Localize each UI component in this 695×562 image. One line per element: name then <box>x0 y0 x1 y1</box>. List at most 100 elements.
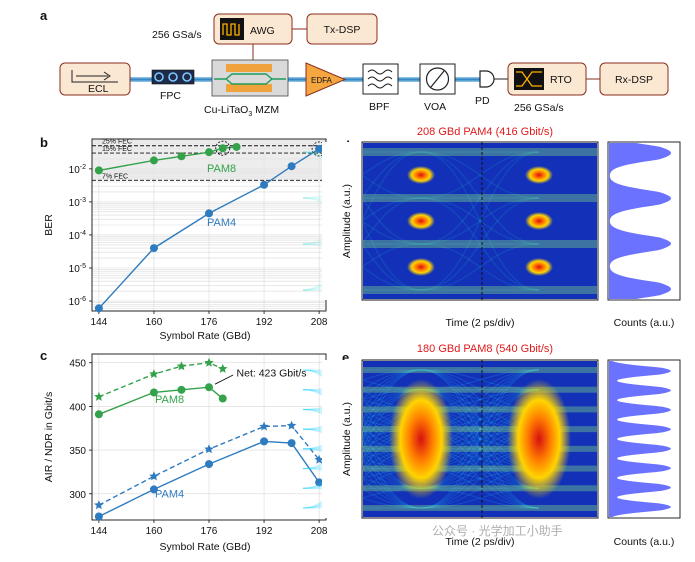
air-series-label-pam8: PAM8 <box>155 394 184 406</box>
eye-d-ylabel: Amplitude (a.u.) <box>341 184 353 258</box>
air-point-pam8-ndr <box>94 410 103 419</box>
eye-trace <box>420 369 540 509</box>
eye-crossing-hotspot <box>525 212 553 230</box>
fec-threshold-label: 25% FEC <box>102 139 132 146</box>
ber-xtick-label: 208 <box>311 317 328 328</box>
ecl-label: ECL <box>88 83 109 95</box>
eye-crossing-hotspot <box>407 212 435 230</box>
eye-e-ylabel: Amplitude (a.u.) <box>341 402 353 476</box>
air-series-label-pam4: PAM4 <box>155 488 184 500</box>
panel-letter-a: a <box>40 8 48 23</box>
annotation-arrow <box>214 374 234 385</box>
watermark: 公众号 · 光学加工小助手 <box>432 523 563 538</box>
tx-dsp-label: Tx-DSP <box>324 24 361 36</box>
ber-ytick-label: 10-6 <box>69 296 86 308</box>
air-point-pam8-air <box>204 357 214 367</box>
ber-ytick-label: 10-4 <box>69 230 86 242</box>
bpf-label: BPF <box>369 101 389 113</box>
eye-level-band <box>363 240 597 248</box>
ber-highlight-circle <box>215 140 231 156</box>
ber-point-pam8 <box>232 142 241 151</box>
eye-edge-mask <box>598 360 608 518</box>
eye-trace <box>420 243 540 291</box>
eye-diagram-e <box>302 359 608 519</box>
eye-e-title: 180 GBd PAM8 (540 Gbit/s) <box>417 343 553 355</box>
ber-xtick-label: 176 <box>201 317 218 328</box>
air-point-pam4-ndr <box>260 437 269 446</box>
eye-level-band <box>363 505 597 511</box>
air-point-pam8-ndr <box>218 394 227 403</box>
ber-point-pam4 <box>205 209 213 218</box>
annotation-net-rate: Net: 423 Gbit/s <box>237 368 307 380</box>
air-xtick-label: 208 <box>311 526 328 537</box>
air-xtick-label: 160 <box>146 526 163 537</box>
ber-point-pam8 <box>177 152 186 161</box>
ber-ylabel: BER <box>43 214 55 236</box>
eye-level-band <box>363 386 597 393</box>
air-point-pam4-air <box>204 444 214 454</box>
eye-level-band <box>363 194 597 202</box>
mzm-label: Cu-LiTaO3 MZM <box>204 104 279 118</box>
air-ndr-chart: 144 160 176 192 208 300 350 400 450 Symbol Rate (… <box>43 353 328 553</box>
eye-edge-mask <box>598 142 608 300</box>
eye-trace <box>420 151 540 291</box>
eye-e-xlabel: Time (2 ps/div) <box>445 536 514 548</box>
eye-trace <box>420 197 540 291</box>
ber-point-pam4 <box>260 180 269 189</box>
ber-point-pam4 <box>315 144 324 153</box>
air-xlabel: Symbol Rate (GBd) <box>159 541 250 553</box>
ber-series-label-pam8: PAM8 <box>207 163 236 175</box>
edfa-label: EDFA <box>311 76 333 85</box>
rto-label: RTO <box>550 74 572 86</box>
bpf-block: BPF <box>362 63 399 113</box>
mzm-block: Cu-LiTaO3 MZM <box>204 59 289 118</box>
ber-point-pam8 <box>149 156 158 165</box>
hist-d-label: Counts (a.u.) <box>614 317 675 329</box>
air-ytick-label: 350 <box>69 446 86 457</box>
awg-label: AWG <box>250 25 275 37</box>
rx-dsp-label: Rx-DSP <box>615 74 653 86</box>
air-point-pam8-ndr <box>205 383 213 392</box>
air-point-pam4-air <box>286 420 297 430</box>
air-series-line-pam4-ndr <box>98 440 320 518</box>
air-series-line-pam4-air <box>98 424 320 506</box>
eye-d-title: 208 GBd PAM4 (416 Gbit/s) <box>417 126 553 138</box>
air-point-pam4-ndr <box>315 478 324 487</box>
air-ytick-label: 300 <box>69 490 86 501</box>
ber-xtick-label: 192 <box>256 317 273 328</box>
eye-level-band <box>363 445 597 452</box>
eye-diagram-d <box>302 141 608 301</box>
ber-series-line-pam4 <box>98 148 320 309</box>
ber-ytick-label: 10-2 <box>69 164 86 176</box>
air-xtick-label: 176 <box>201 526 218 537</box>
voa-label: VOA <box>424 101 446 113</box>
hist-e-label: Counts (a.u.) <box>614 536 675 548</box>
air-point-pam8-air <box>218 363 228 373</box>
air-point-pam8-ndr <box>177 385 186 394</box>
air-point-pam4-ndr <box>287 439 296 448</box>
tx-dsp-block: Tx-DSP <box>306 13 378 45</box>
panel-letter-b: b <box>40 135 48 150</box>
air-point-pam8-air <box>149 369 159 379</box>
air-xtick-label: 144 <box>91 526 108 537</box>
pd-label: PD <box>475 95 490 107</box>
air-point-pam8-air <box>176 361 187 371</box>
eye-frame <box>361 359 599 519</box>
eye-trace <box>420 151 540 199</box>
ber-point-pam4 <box>94 304 103 313</box>
air-point-pam4-air <box>149 471 159 481</box>
panel-letter-c: c <box>40 348 47 363</box>
eye-trace <box>420 369 540 509</box>
histogram-e <box>607 359 681 519</box>
air-point-pam4-ndr <box>205 460 213 469</box>
eye-level-band <box>363 465 597 472</box>
pd-block: PD <box>475 70 508 107</box>
eye-crossing-hotspot <box>407 258 435 276</box>
ber-ytick-label: 10-5 <box>69 263 86 275</box>
eye-trace <box>420 197 540 291</box>
ber-point-pam8 <box>205 148 213 157</box>
eye-trace <box>420 243 540 291</box>
eye-trace <box>420 151 540 245</box>
eye-background <box>363 143 597 299</box>
